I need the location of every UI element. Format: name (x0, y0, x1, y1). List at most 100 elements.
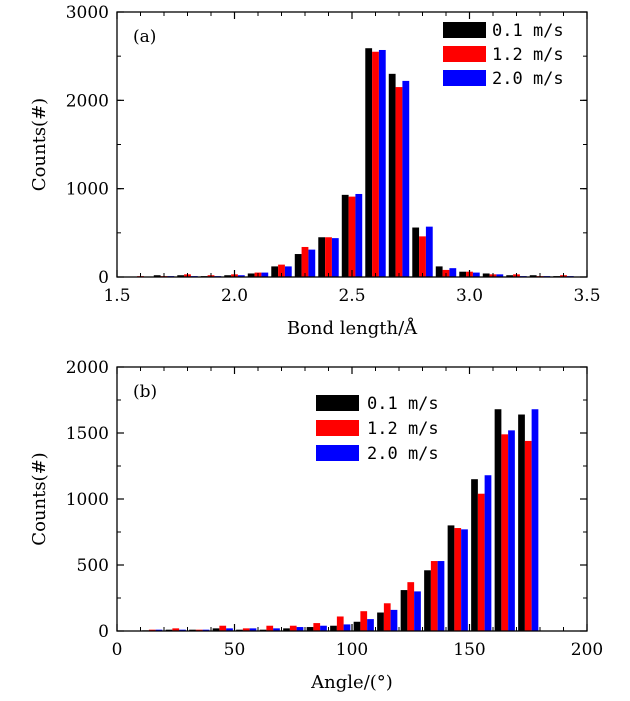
bar-1-13 (412, 227, 420, 277)
bar-1-5 (224, 275, 232, 277)
bar-3-10 (355, 193, 363, 277)
legend-swatch-2 (316, 420, 359, 436)
bar-2-15 (477, 493, 485, 631)
bar-2-16 (501, 434, 509, 631)
x-tick-label: 100 (336, 640, 368, 660)
legend-label-3: 2.0 m/s (492, 69, 564, 89)
bar-2-8 (313, 623, 321, 631)
bar-2-3 (195, 629, 203, 631)
bar-1-3 (189, 629, 196, 631)
bar-3-7 (284, 266, 292, 277)
bar-1-2 (153, 275, 161, 277)
x-tick-label: 2.0 (221, 286, 248, 306)
bar-3-8 (308, 249, 316, 277)
bar-2-5 (242, 628, 250, 631)
x-tick-label: 150 (453, 640, 485, 660)
bar-3-4 (226, 628, 233, 631)
legend-label-1: 0.1 m/s (367, 394, 439, 414)
bar-3-15 (484, 475, 492, 631)
bar-2-12 (407, 582, 415, 631)
y-tick-label: 1500 (66, 424, 109, 444)
bar-1-17 (518, 414, 525, 631)
bar-1-7 (283, 628, 290, 631)
bar-1-12 (400, 590, 408, 631)
bar-1-9 (330, 625, 337, 631)
bar-3-9 (343, 624, 351, 631)
bar-3-1 (155, 629, 163, 631)
bar-2-7 (289, 625, 297, 631)
bar-1-16 (482, 273, 490, 277)
bar-1-11 (377, 612, 384, 631)
bar-2-1 (148, 629, 156, 631)
bar-1-17 (506, 275, 514, 277)
bar-2-13 (419, 236, 426, 277)
panel-label: (b) (133, 382, 157, 402)
bar-2-13 (430, 561, 438, 631)
y-tick-label: 2000 (66, 358, 109, 378)
panel-label: (a) (133, 27, 156, 47)
x-tick-label: 3.0 (456, 286, 483, 306)
bar-1-8 (306, 627, 314, 631)
bar-1-14 (447, 525, 455, 631)
bar-3-12 (414, 591, 421, 631)
bar-2-10 (348, 196, 356, 277)
y-tick-label: 3000 (66, 3, 109, 23)
bar-3-17 (531, 409, 539, 631)
bar-1-8 (294, 254, 302, 277)
bar-2-4 (219, 625, 227, 631)
legend-label-2: 1.2 m/s (492, 45, 564, 65)
y-tick-label: 500 (77, 556, 109, 576)
x-tick-label: 3.5 (573, 286, 600, 306)
y-tick-label: 2000 (66, 91, 109, 111)
chart-panel-b: 0 500 1000 1500 2000 0 50 100 150 200 Angle/(°) Cou… (29, 358, 603, 693)
x-tick-label: 2.5 (338, 286, 365, 306)
bar-2-6 (266, 625, 274, 631)
bar-1-9 (318, 237, 326, 277)
bar-3-5 (237, 275, 245, 277)
bar-1-15 (459, 271, 467, 277)
bar-3-15 (472, 272, 480, 277)
bar-3-13 (437, 561, 445, 631)
legend-label-1: 0.1 m/s (492, 21, 564, 41)
y-tick-label: 1000 (66, 180, 109, 200)
bar-3-9 (331, 238, 339, 277)
x-tick-label: 1.5 (103, 286, 130, 306)
bar-2-11 (372, 51, 379, 277)
bar-1-15 (471, 479, 478, 631)
legend-label-2: 1.2 m/s (367, 419, 439, 439)
legend-swatch-2 (443, 46, 486, 62)
bar-1-12 (388, 73, 396, 277)
bar-2-14 (454, 528, 462, 631)
bar-1-16 (494, 409, 502, 631)
bar-3-5 (249, 628, 257, 631)
bar-3-8 (320, 625, 327, 631)
bar-1-10 (353, 621, 361, 631)
bar-2-12 (395, 87, 403, 277)
bar-2-9 (325, 237, 332, 277)
bar-2-10 (360, 611, 368, 631)
bar-2-17 (524, 440, 532, 631)
bar-3-2 (179, 629, 186, 631)
bar-3-12 (402, 80, 410, 278)
bar-2-9 (336, 616, 344, 631)
bar-3-16 (496, 274, 504, 277)
bar-2-2 (172, 628, 180, 631)
bar-1-10 (341, 194, 349, 277)
bar-2-7 (278, 264, 285, 277)
bar-2-11 (383, 603, 391, 631)
bar-1-4 (212, 628, 220, 631)
bar-1-7 (271, 266, 279, 277)
x-axis-title: Angle/(°) (310, 672, 393, 693)
bar-3-7 (296, 627, 304, 631)
x-tick-label: 200 (571, 640, 603, 660)
bar-3-14 (449, 268, 457, 277)
bar-3-13 (425, 226, 433, 277)
bar-1-14 (435, 266, 443, 277)
x-axis-title: Bond length/Å (287, 317, 418, 339)
bar-1-13 (424, 570, 431, 631)
bar-3-11 (378, 49, 386, 278)
bar-3-16 (508, 430, 515, 631)
legend-swatch-1 (443, 22, 486, 38)
bar-1-3 (177, 275, 185, 277)
